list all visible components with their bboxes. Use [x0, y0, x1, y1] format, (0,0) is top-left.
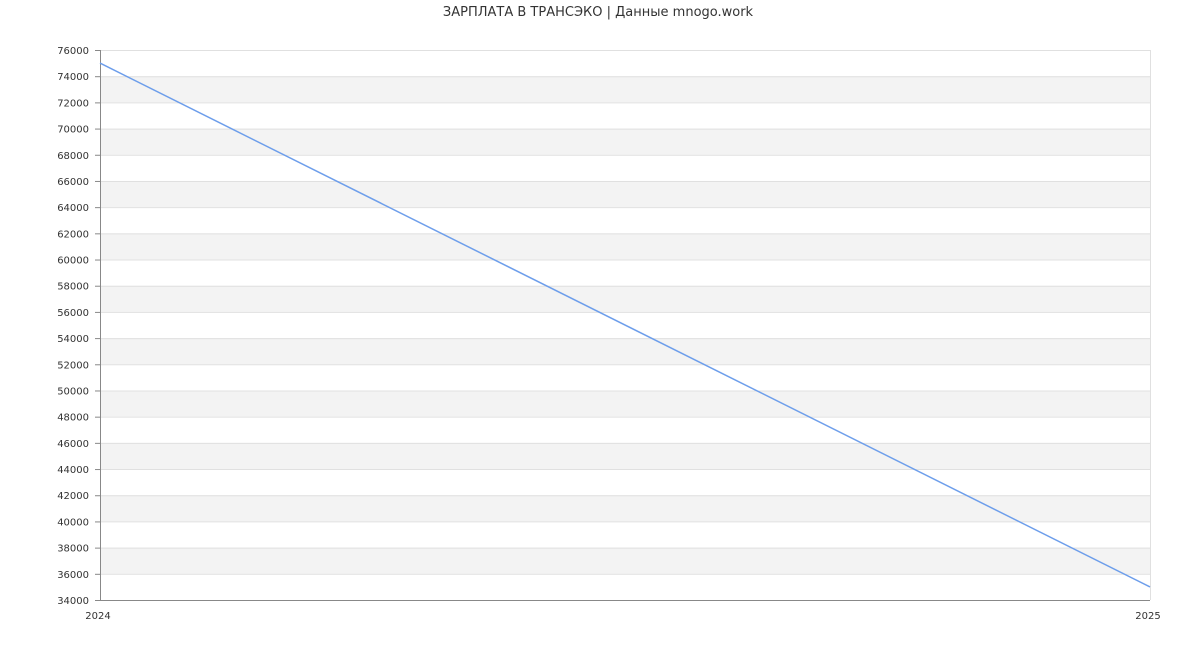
y-tick-label: 34000 [57, 596, 89, 607]
grid-bands [100, 50, 1151, 601]
y-tick-label: 54000 [57, 334, 89, 345]
x-tick-label: 2025 [1135, 611, 1160, 622]
y-axis: 34000 36000 38000 40000 42000 44000 46000 48000… [57, 46, 101, 607]
y-tick-label: 74000 [57, 72, 89, 83]
y-tick-label: 36000 [57, 570, 89, 581]
y-tick-label: 38000 [57, 544, 89, 555]
y-tick-label: 48000 [57, 413, 89, 424]
chart-title: ЗАРПЛАТА В ТРАНСЭКО | Данные mnogo.work [443, 5, 754, 20]
series-line [99, 62, 1151, 588]
grid-band [100, 50, 1150, 77]
grid-band [100, 180, 1150, 208]
y-tick-label: 58000 [57, 282, 89, 293]
grid-band [100, 416, 1150, 443]
y-tick-label: 44000 [57, 465, 89, 476]
grid-band [100, 442, 1150, 470]
grid-band [100, 233, 1150, 260]
grid-band [100, 102, 1150, 129]
y-tick-label: 46000 [57, 439, 89, 450]
y-tick-label: 56000 [57, 308, 89, 319]
y-tick-label: 50000 [57, 386, 89, 397]
y-tick-label: 72000 [57, 98, 89, 109]
grid-band [100, 285, 1150, 312]
grid-band [100, 364, 1150, 391]
grid-band [100, 547, 1150, 574]
grid-band [100, 521, 1150, 548]
grid-band [100, 76, 1150, 103]
grid-band [100, 469, 1150, 496]
y-tick-label: 68000 [57, 151, 89, 162]
y-tick-label: 66000 [57, 177, 89, 188]
series-layer [99, 62, 1151, 588]
x-axis: 2024 2025 [85, 600, 1161, 622]
x-tick-label: 2024 [85, 611, 110, 622]
y-tick-label: 64000 [57, 203, 89, 214]
y-tick-label: 62000 [57, 229, 89, 240]
y-tick-label: 40000 [57, 517, 89, 528]
y-tick-label: 60000 [57, 256, 89, 267]
y-tick-label: 70000 [57, 125, 89, 136]
grid-band [100, 154, 1150, 181]
grid-band [100, 259, 1150, 286]
y-tick-label: 52000 [57, 360, 89, 371]
grid-band [100, 573, 1150, 600]
grid-band [100, 338, 1150, 365]
y-tick-label: 42000 [57, 491, 89, 502]
grid-band [100, 207, 1150, 234]
y-tick-label: 76000 [57, 46, 89, 57]
grid-band [100, 390, 1150, 417]
